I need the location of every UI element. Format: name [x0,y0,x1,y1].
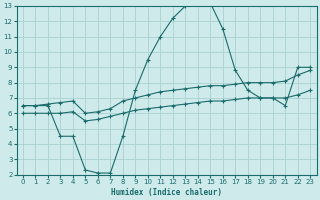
X-axis label: Humidex (Indice chaleur): Humidex (Indice chaleur) [111,188,222,197]
